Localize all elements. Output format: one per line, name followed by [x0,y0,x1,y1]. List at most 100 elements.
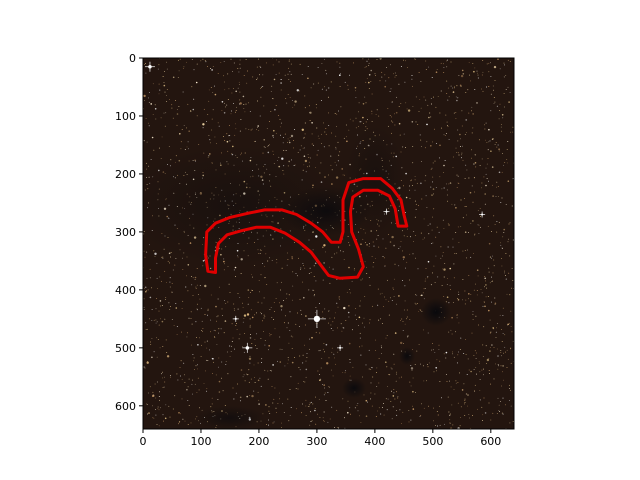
star [396,303,397,305]
star [502,315,504,316]
star [179,133,181,135]
star [406,261,408,263]
star [446,189,448,191]
star [264,369,266,371]
star [248,357,252,360]
star [342,174,344,176]
star [467,405,469,407]
star [364,96,366,98]
star [378,407,380,409]
star [297,382,299,384]
star [482,356,484,357]
star [257,100,258,102]
star [300,269,301,271]
star [445,133,447,135]
star [379,293,381,295]
star [374,73,376,75]
star [317,370,319,372]
star [451,316,453,319]
star [459,133,461,136]
star [199,285,201,287]
star [388,373,390,375]
star [323,420,325,422]
star [261,302,263,304]
star [231,323,233,325]
star [319,332,321,334]
star [337,306,339,308]
star [457,182,459,184]
star [158,324,160,326]
star [313,289,315,291]
star [378,382,380,384]
star [496,348,498,350]
star [289,311,291,313]
star [359,332,361,334]
star [472,113,474,115]
star [464,231,467,233]
star [336,252,338,254]
star [293,140,294,141]
star [370,69,373,72]
star [415,121,417,123]
star [146,277,148,279]
star [512,131,514,133]
star [409,253,411,255]
star [492,85,494,87]
star [503,62,505,64]
star [413,241,415,242]
star [311,420,313,422]
star [357,410,359,412]
star [471,157,472,159]
star [445,351,448,354]
star [468,62,470,64]
star [183,66,185,68]
star [257,77,258,79]
star [190,109,192,111]
star [448,411,450,413]
star [431,167,433,169]
star [225,363,227,365]
star [500,124,502,126]
star [472,311,474,312]
star [441,127,443,129]
star [399,409,401,411]
star [427,366,429,368]
star [435,71,438,73]
star [214,136,216,138]
star [469,74,471,76]
star [217,315,219,317]
star [145,290,147,293]
star [491,276,492,278]
y-tick-label: 300 [115,226,136,239]
star [284,315,286,317]
star [288,141,291,144]
star [474,234,476,236]
star [166,61,168,63]
star [446,296,449,299]
star [482,344,484,346]
star [268,345,271,347]
star [154,108,157,110]
star [205,120,207,122]
star [153,351,155,353]
star [169,377,171,378]
star [260,385,262,387]
star [193,98,195,100]
star [499,401,501,403]
star [445,357,447,359]
star [368,368,370,370]
star [419,416,421,418]
star [386,67,387,68]
star [255,345,257,346]
star [343,137,345,139]
star [335,363,337,365]
star [335,135,337,137]
star [181,307,183,309]
star [437,276,439,278]
star [144,100,146,102]
star [370,392,372,394]
star [154,104,156,106]
star [252,276,253,278]
star [239,400,241,402]
star [355,117,357,119]
